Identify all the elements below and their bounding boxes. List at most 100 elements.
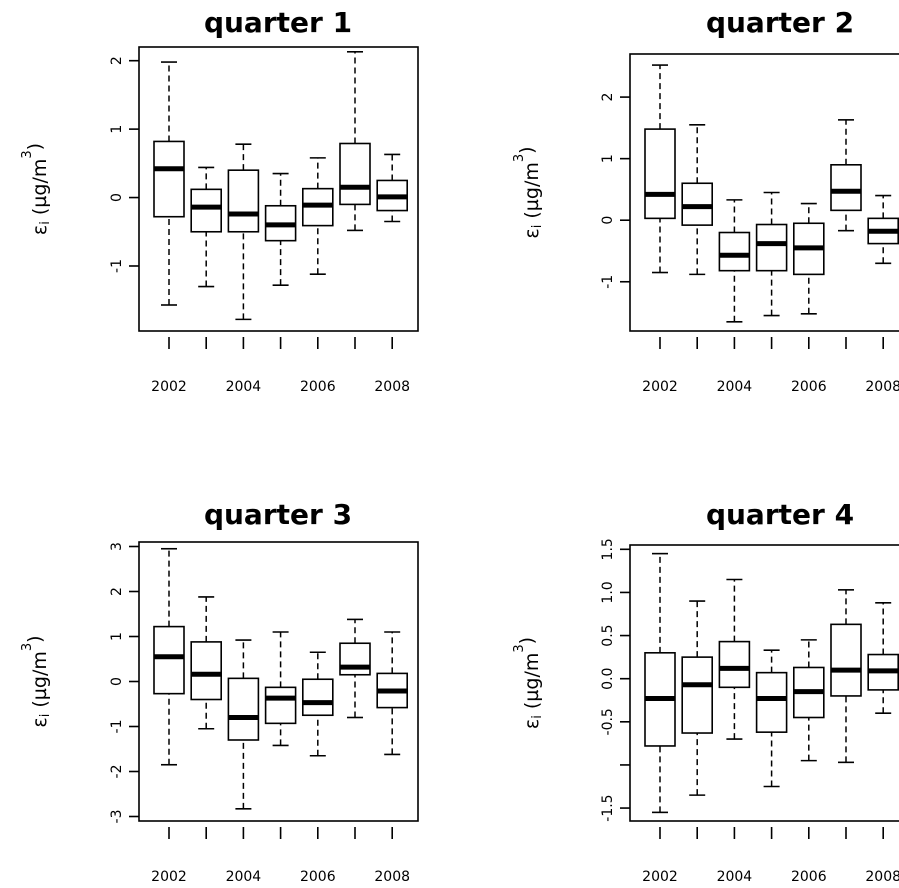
box-iqr bbox=[190, 641, 222, 701]
y-axis-label-unit-post: ) bbox=[516, 637, 538, 644]
y-tick-label: 0 bbox=[109, 677, 125, 686]
box-iqr bbox=[301, 678, 334, 717]
y-axis-label-unit-sup: 3 bbox=[512, 644, 527, 652]
box-2008 bbox=[376, 153, 409, 223]
box-2003 bbox=[190, 166, 222, 288]
panel-title: quarter 3 bbox=[204, 498, 352, 531]
y-axis-label-symbol: ε bbox=[29, 717, 51, 727]
y-tick-label: -3 bbox=[109, 810, 125, 824]
box-iqr bbox=[153, 625, 185, 695]
box-iqr bbox=[830, 623, 862, 697]
y-tick-label: 1 bbox=[109, 632, 125, 641]
x-tick-label: 2002 bbox=[151, 379, 187, 395]
box-2002 bbox=[153, 547, 185, 766]
y-tick-label: 0 bbox=[109, 193, 125, 202]
box-2002 bbox=[644, 552, 676, 814]
x-tick-label: 2004 bbox=[226, 869, 262, 885]
panel-3: quarter 3 2002 2004 2006 2008 -3 -2 -1 0 1 2 3 εi (µ… bbox=[20, 498, 419, 885]
y-axis-label-sub: i bbox=[38, 714, 53, 718]
plot-frame bbox=[629, 53, 899, 332]
x-tick-label: 2008 bbox=[865, 869, 899, 885]
x-tick-label: 2006 bbox=[791, 379, 827, 395]
y-axis-label-unit-sup: 3 bbox=[512, 154, 527, 162]
box-iqr bbox=[339, 142, 371, 206]
y-axis-label-unit-post: ) bbox=[24, 143, 46, 150]
y-tick-label: 1 bbox=[600, 154, 616, 163]
x-tick-label: 2006 bbox=[791, 869, 827, 885]
y-tick-label: -1 bbox=[109, 720, 125, 734]
y-axis-label-symbol: ε bbox=[521, 719, 543, 729]
x-tick-label: 2002 bbox=[642, 379, 678, 395]
box-2005 bbox=[264, 172, 297, 286]
box-2002 bbox=[153, 61, 185, 306]
panel-4: quarter 4 2002 2004 2006 2008 -1.5 -0.5 0.0 0.5 1… bbox=[512, 498, 899, 885]
y-tick-label: -0.5 bbox=[600, 708, 616, 735]
box-iqr bbox=[227, 169, 260, 233]
box-2002 bbox=[644, 64, 676, 274]
box-2005 bbox=[264, 631, 297, 747]
y-axis-label-unit-sup: 3 bbox=[20, 150, 35, 158]
panel-title: quarter 4 bbox=[706, 498, 854, 531]
x-tick-label: 2002 bbox=[151, 869, 187, 885]
box-iqr bbox=[227, 677, 260, 741]
y-tick-label: 0.0 bbox=[600, 668, 616, 690]
y-tick-label: 1.0 bbox=[600, 581, 616, 603]
box-2004 bbox=[718, 578, 751, 740]
box-2006 bbox=[792, 639, 825, 762]
y-tick-label: 1 bbox=[109, 125, 125, 134]
y-axis-label: εi (µg/m3) bbox=[512, 146, 545, 238]
box-2003 bbox=[190, 596, 222, 730]
box-2007 bbox=[339, 618, 371, 719]
x-tick-label: 2006 bbox=[300, 379, 336, 395]
x-tick-label: 2008 bbox=[374, 869, 410, 885]
box-2004 bbox=[718, 199, 751, 323]
y-tick-label: 2 bbox=[109, 587, 125, 596]
box-2005 bbox=[755, 191, 788, 317]
y-tick-label: 0 bbox=[600, 216, 616, 225]
box-2006 bbox=[792, 202, 825, 315]
y-axis-label-unit-pre: (µg/m bbox=[521, 653, 543, 716]
plot-frame bbox=[138, 46, 419, 332]
box-2008 bbox=[867, 601, 899, 714]
x-tick-label: 2006 bbox=[300, 869, 336, 885]
box-2004 bbox=[227, 639, 260, 810]
box-iqr bbox=[644, 128, 676, 220]
y-tick-label: 0.5 bbox=[600, 624, 616, 646]
y-axis-label-sub: i bbox=[530, 225, 545, 229]
y-axis-label: εi (µg/m3) bbox=[512, 637, 545, 729]
y-tick-label: 2 bbox=[600, 93, 616, 102]
x-tick-label: 2004 bbox=[717, 379, 753, 395]
y-axis-label-symbol: ε bbox=[521, 228, 543, 238]
x-tick-label: 2004 bbox=[717, 869, 753, 885]
y-tick-label: -2 bbox=[109, 765, 125, 779]
box-iqr bbox=[718, 231, 751, 272]
box-2007 bbox=[339, 50, 371, 232]
panel-title: quarter 1 bbox=[204, 6, 352, 39]
y-axis-label-unit-pre: (µg/m bbox=[521, 162, 543, 225]
box-iqr bbox=[718, 640, 751, 689]
box-iqr bbox=[264, 686, 297, 725]
box-2007 bbox=[830, 589, 862, 764]
box-iqr bbox=[755, 223, 788, 272]
y-axis-label-sub: i bbox=[38, 221, 53, 225]
x-tick-label: 2008 bbox=[374, 379, 410, 395]
y-tick-label: -1 bbox=[600, 275, 616, 289]
box-2003 bbox=[681, 123, 714, 276]
y-axis-label-symbol: ε bbox=[29, 225, 51, 235]
box-iqr bbox=[190, 188, 222, 233]
y-axis-label-unit-post: ) bbox=[24, 635, 46, 642]
box-2006 bbox=[301, 157, 334, 276]
panel-1: quarter 1 2002 2004 2006 2008 -1 0 1 2 εi (µg/m3) bbox=[20, 6, 419, 395]
box-2008 bbox=[867, 194, 899, 265]
y-axis-label-unit-pre: (µg/m bbox=[29, 651, 51, 714]
y-tick-label: -1.5 bbox=[600, 794, 616, 821]
x-tick-label: 2004 bbox=[226, 379, 262, 395]
y-axis-label-unit-pre: (µg/m bbox=[29, 159, 51, 222]
y-tick-label: 1.5 bbox=[600, 538, 616, 560]
box-iqr bbox=[339, 642, 371, 676]
y-axis-label-sub: i bbox=[530, 715, 545, 719]
box-iqr bbox=[830, 164, 862, 212]
box-2007 bbox=[830, 119, 862, 232]
y-tick-label: 3 bbox=[109, 542, 125, 551]
